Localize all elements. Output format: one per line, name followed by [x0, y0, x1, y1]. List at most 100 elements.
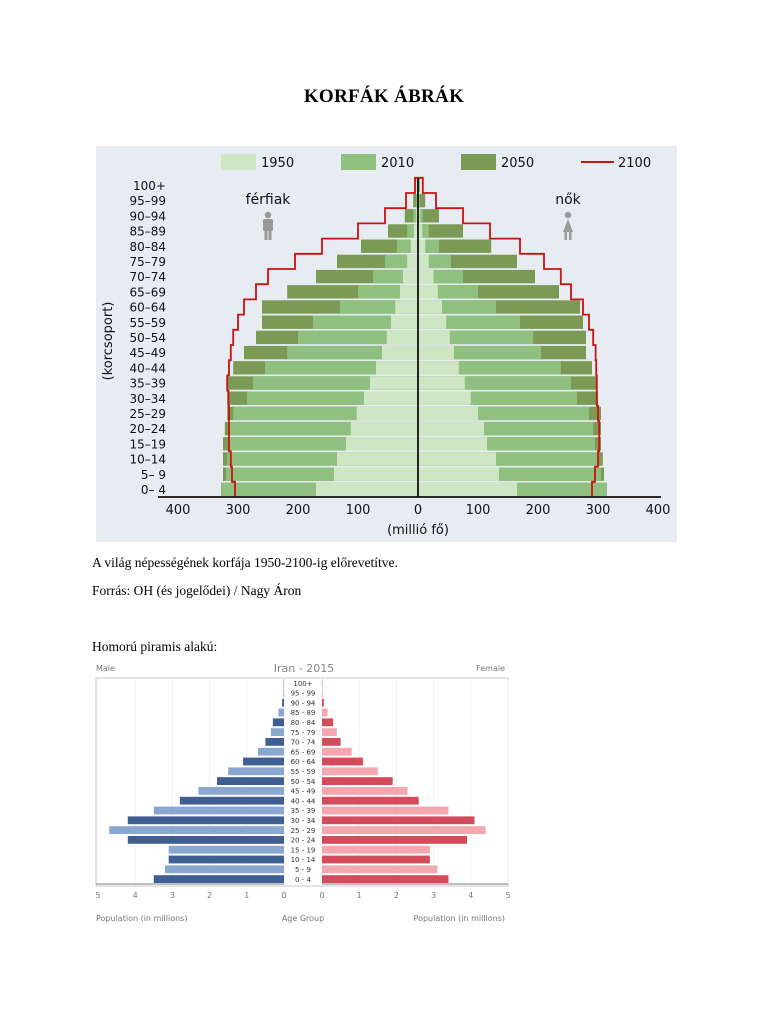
bar-1950-male: [316, 482, 418, 497]
male-label: Male: [96, 664, 115, 673]
bar-2050-female: [418, 209, 439, 223]
age-label: 20–24: [129, 422, 166, 436]
age-label: 15–19: [129, 437, 166, 451]
x-axis-label-left: Population (in millions): [96, 914, 187, 923]
age-label: 100+: [293, 680, 312, 688]
bar-1950-male: [382, 345, 418, 360]
bar-male: [168, 845, 284, 854]
bar-female: [322, 875, 449, 883]
age-label: 85 - 89: [291, 709, 316, 717]
bar-1950-male: [337, 452, 418, 466]
bar-male: [153, 806, 284, 815]
bar-female: [322, 806, 449, 815]
age-label: 15 - 19: [291, 846, 316, 854]
age-label: 45–49: [129, 346, 166, 360]
age-label: 0 - 4: [295, 876, 311, 884]
age-label: 0– 4: [141, 483, 166, 497]
bar-1950-female: [418, 345, 454, 360]
figure-source: Forrás: OH (és jogelődei) / Nagy Áron: [92, 583, 302, 598]
age-label: 10–14: [129, 453, 166, 467]
legend-swatch-2010: [341, 154, 376, 170]
bar-2010-male: [413, 209, 418, 223]
x-tick-left: 5: [95, 891, 100, 900]
female-label: nők: [555, 192, 581, 208]
age-label: 25–29: [129, 407, 166, 421]
bar-female: [322, 747, 352, 756]
female-person-icon: [563, 211, 573, 240]
bar-male: [283, 689, 284, 697]
age-label: 5– 9: [141, 468, 166, 482]
bar-female: [322, 787, 408, 795]
bar-1950-female: [418, 391, 471, 405]
bar-1950-female: [418, 285, 438, 299]
population-pyramid-world: 1950 2010 2050 2100 0– 4 5– 9 10–14 15–19 20–24 2…: [96, 146, 677, 542]
bar-female: [322, 757, 363, 766]
bar-2010-female: [418, 224, 429, 238]
bar-female: [322, 728, 337, 736]
age-label: 80–84: [129, 240, 166, 254]
bar-2050-female: [418, 193, 426, 208]
age-label: 80 - 84: [291, 719, 316, 727]
bar-female: [322, 855, 430, 864]
bar-male: [265, 738, 284, 746]
age-label: 20 - 24: [291, 837, 316, 845]
bar-male: [257, 747, 284, 756]
x-tick-left: 2: [207, 891, 212, 900]
x-axis-label: (millió fő): [387, 523, 449, 538]
age-label: 75–79: [129, 255, 166, 269]
x-axis-label-right: Population (in millions): [414, 914, 505, 923]
bar-1950-female: [418, 254, 429, 269]
age-label: 30–34: [129, 392, 166, 406]
line-2100-male: [226, 176, 418, 497]
bar-1950-male: [386, 330, 418, 345]
legend-label-2100: 2100: [618, 156, 651, 171]
male-person-icon: [263, 211, 273, 240]
bar-female: [322, 698, 324, 707]
bar-male: [164, 865, 284, 874]
bar-1950-female: [418, 315, 447, 329]
bar-female: [322, 845, 430, 854]
bar-female: [322, 738, 341, 746]
chart2-frame: [95, 677, 509, 887]
age-label: 70 - 74: [291, 739, 316, 747]
age-label: 35–39: [129, 377, 166, 391]
bar-female: [322, 718, 334, 727]
x-tick: 300: [586, 503, 611, 518]
age-label: 90 - 94: [291, 699, 316, 707]
x-tick: 400: [166, 503, 191, 518]
bar-1950-male: [391, 315, 418, 329]
bar-1950-male: [356, 406, 418, 421]
age-label: 100+: [133, 179, 166, 193]
bar-male: [217, 777, 284, 785]
x-tick-right: 0: [319, 891, 324, 900]
bar-1950-male: [370, 376, 418, 390]
bar-1950-female: [418, 421, 484, 436]
bar-female: [322, 708, 328, 717]
age-label: 85–89: [129, 225, 166, 239]
bar-1950-female: [418, 452, 496, 466]
x-tick: 200: [526, 503, 551, 518]
x-tick: 0: [414, 503, 422, 518]
age-label: 40 - 44: [291, 797, 316, 805]
bar-male: [109, 826, 284, 834]
bar-1950-female: [418, 437, 487, 451]
female-label: Female: [476, 664, 505, 673]
bar-female: [322, 767, 378, 776]
age-label: 95–99: [129, 194, 166, 208]
x-tick: 100: [346, 503, 371, 518]
age-label: 55–59: [129, 316, 166, 330]
bar-female: [322, 865, 438, 874]
page-title: KORFÁK ÁBRÁK: [303, 86, 465, 107]
bar-2050-female: [418, 224, 463, 238]
bar-male: [243, 757, 284, 766]
bar-male: [272, 718, 284, 727]
bar-male: [127, 816, 284, 825]
bar-male: [179, 796, 284, 805]
line-2100-female: [418, 176, 601, 497]
bar-1950-male: [346, 437, 418, 451]
bar-female: [322, 689, 323, 697]
age-label: 35 - 39: [291, 807, 316, 815]
x-tick: 300: [226, 503, 251, 518]
